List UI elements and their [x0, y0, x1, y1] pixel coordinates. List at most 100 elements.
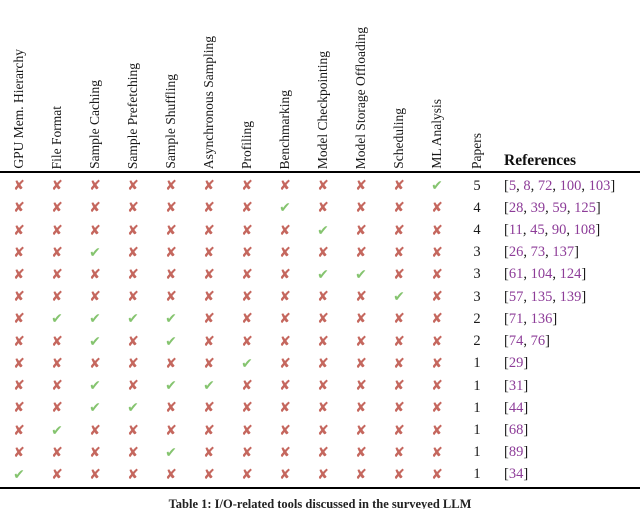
check-icon: ✔	[241, 355, 253, 372]
feature-mark-cell: ✘	[38, 379, 76, 393]
cross-icon: ✘	[393, 444, 405, 461]
cross-icon: ✘	[431, 289, 443, 306]
cross-icon: ✘	[279, 378, 291, 395]
feature-mark-cell: ✘	[190, 424, 228, 438]
cross-icon: ✘	[13, 244, 25, 261]
reference-link[interactable]: 136	[530, 310, 553, 327]
reference-link[interactable]: 11	[508, 222, 523, 239]
cross-icon: ✘	[89, 266, 101, 283]
feature-mark-cell: ✘	[380, 357, 418, 371]
reference-link[interactable]: 74	[508, 333, 524, 350]
reference-link[interactable]: 26	[508, 244, 524, 261]
cross-icon: ✘	[317, 444, 329, 461]
reference-link[interactable]: 73	[530, 244, 546, 261]
cross-icon: ✘	[431, 222, 443, 239]
reference-link[interactable]: 104	[530, 266, 553, 283]
feature-mark-cell: ✘	[0, 357, 38, 371]
cross-icon: ✘	[241, 222, 253, 239]
check-icon: ✔	[165, 378, 177, 395]
reference-link[interactable]: 34	[508, 466, 524, 483]
cross-icon: ✘	[127, 200, 139, 217]
reference-link[interactable]: 89	[508, 444, 524, 461]
feature-mark-cell: ✘	[38, 401, 76, 415]
cross-icon: ✘	[13, 289, 25, 306]
feature-mark-cell: ✘	[418, 201, 456, 215]
reference-link[interactable]: 76	[530, 333, 546, 350]
feature-mark-cell: ✘	[266, 446, 304, 460]
reference-link[interactable]: 45	[530, 222, 545, 239]
reference-link[interactable]: 100	[559, 177, 582, 194]
reference-link[interactable]: 72	[537, 177, 553, 194]
cross-icon: ✘	[127, 466, 139, 483]
reference-link[interactable]: 5	[508, 177, 517, 194]
cross-icon: ✘	[317, 289, 329, 306]
cross-icon: ✘	[393, 178, 405, 195]
reference-link[interactable]: 137	[552, 244, 575, 261]
reference-link[interactable]: 31	[508, 377, 524, 394]
feature-mark-cell: ✘	[380, 401, 418, 415]
feature-mark-cell: ✘	[0, 424, 38, 438]
feature-mark-cell: ✘	[304, 246, 342, 260]
reference-link[interactable]: 57	[508, 288, 524, 305]
reference-link[interactable]: 29	[508, 355, 524, 372]
cross-icon: ✘	[203, 333, 215, 350]
column-header-label: Model Checkpointing	[315, 50, 331, 169]
reference-link[interactable]: 139	[559, 288, 582, 305]
cross-icon: ✘	[165, 400, 177, 417]
table-row: ✘ ✘ ✘ ✘ ✘ ✘ ✘ ✔ ✘ ✘ ✘ ✘ 4 [28, 39, 59, 125]	[0, 197, 640, 219]
feature-mark-cell: ✘	[114, 290, 152, 304]
feature-mark-cell: ✘	[152, 290, 190, 304]
feature-mark-cell: ✔	[38, 424, 76, 438]
cross-icon: ✘	[317, 311, 329, 328]
reference-link[interactable]: 135	[530, 288, 553, 305]
references-cell: [11, 45, 90, 108]	[504, 222, 601, 239]
reference-link[interactable]: 90	[551, 222, 567, 239]
cross-icon: ✘	[431, 444, 443, 461]
reference-link[interactable]: 125	[574, 199, 596, 216]
feature-mark-cell: ✘	[0, 179, 38, 193]
feature-mark-cell: ✘	[228, 246, 266, 260]
cross-icon: ✘	[127, 355, 139, 372]
cross-icon: ✘	[13, 333, 25, 350]
feature-mark-cell: ✔	[76, 246, 114, 260]
cross-icon: ✘	[241, 466, 253, 483]
check-icon: ✔	[89, 244, 101, 261]
reference-link[interactable]: 68	[508, 422, 524, 439]
reference-link[interactable]: 71	[508, 310, 524, 327]
column-header-cell-file-format: File Format	[38, 0, 76, 172]
feature-mark-cell: ✘	[342, 246, 380, 260]
feature-mark-cell: ✔	[418, 179, 456, 193]
cross-icon: ✘	[355, 200, 367, 217]
cross-icon: ✘	[51, 355, 63, 372]
cross-icon: ✘	[127, 333, 139, 350]
reference-link[interactable]: 44	[508, 399, 524, 416]
reference-link[interactable]: 8	[523, 177, 531, 194]
reference-link[interactable]: 59	[552, 199, 567, 216]
cross-icon: ✘	[355, 378, 367, 395]
reference-link[interactable]: 108	[573, 222, 596, 239]
cross-icon: ✘	[13, 444, 25, 461]
reference-link[interactable]: 28	[508, 199, 524, 216]
cross-icon: ✘	[355, 333, 367, 350]
feature-mark-cell: ✘	[152, 179, 190, 193]
cross-icon: ✘	[13, 200, 25, 217]
feature-mark-cell: ✘	[190, 312, 228, 326]
feature-mark-cell: ✘	[114, 468, 152, 482]
feature-mark-cell: ✘	[418, 424, 456, 438]
reference-link[interactable]: 61	[508, 266, 524, 283]
cross-icon: ✘	[431, 333, 443, 350]
cross-icon: ✘	[317, 378, 329, 395]
reference-link[interactable]: 124	[559, 266, 582, 283]
reference-link[interactable]: 103	[588, 177, 611, 194]
reference-link[interactable]: 39	[530, 199, 546, 216]
feature-mark-cell: ✘	[304, 379, 342, 393]
feature-mark-cell: ✘	[418, 246, 456, 260]
feature-mark-cell: ✘	[266, 224, 304, 238]
feature-mark-cell: ✘	[228, 179, 266, 193]
feature-mark-cell: ✘	[342, 401, 380, 415]
papers-count: 4	[473, 222, 481, 239]
feature-mark-cell: ✘	[0, 268, 38, 282]
cross-icon: ✘	[355, 422, 367, 439]
feature-mark-cell: ✘	[304, 357, 342, 371]
column-header-cell-profiling: Profiling	[228, 0, 266, 172]
